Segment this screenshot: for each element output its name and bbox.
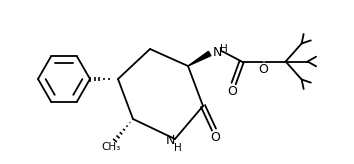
Text: H: H — [219, 43, 227, 53]
Text: N: N — [165, 134, 175, 147]
Text: CH₃: CH₃ — [101, 143, 121, 153]
Text: H: H — [174, 143, 182, 153]
Polygon shape — [188, 51, 211, 66]
Text: O: O — [259, 63, 269, 76]
Text: O: O — [210, 131, 220, 144]
Text: O: O — [228, 85, 238, 98]
Text: N: N — [213, 46, 222, 59]
